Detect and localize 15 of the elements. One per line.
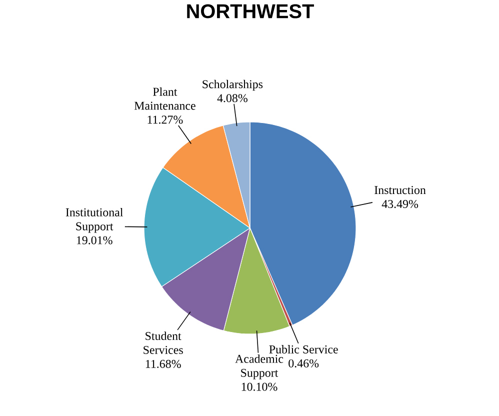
data-label: 11.27%	[148, 116, 183, 124]
data-label: 10.10%	[242, 382, 278, 391]
slice-label: Public Service	[269, 345, 338, 354]
data-label: 4.08%	[217, 94, 248, 102]
slice-label: Scholarships	[202, 80, 263, 91]
slice-label: Student Services	[144, 332, 183, 354]
data-label: 19.01%	[76, 236, 112, 244]
data-label: 0.46%	[288, 359, 319, 368]
slice-label: Instruction	[374, 186, 426, 194]
data-label: 43.49%	[382, 200, 418, 208]
data-label: 11.68%	[146, 360, 181, 368]
slice-label: Plant Maintenance	[134, 87, 196, 110]
slice-label: Academic Support	[235, 354, 284, 380]
chart-title: NORTHWEST	[187, 4, 314, 18]
slice-label: Institutional Support	[66, 208, 123, 233]
